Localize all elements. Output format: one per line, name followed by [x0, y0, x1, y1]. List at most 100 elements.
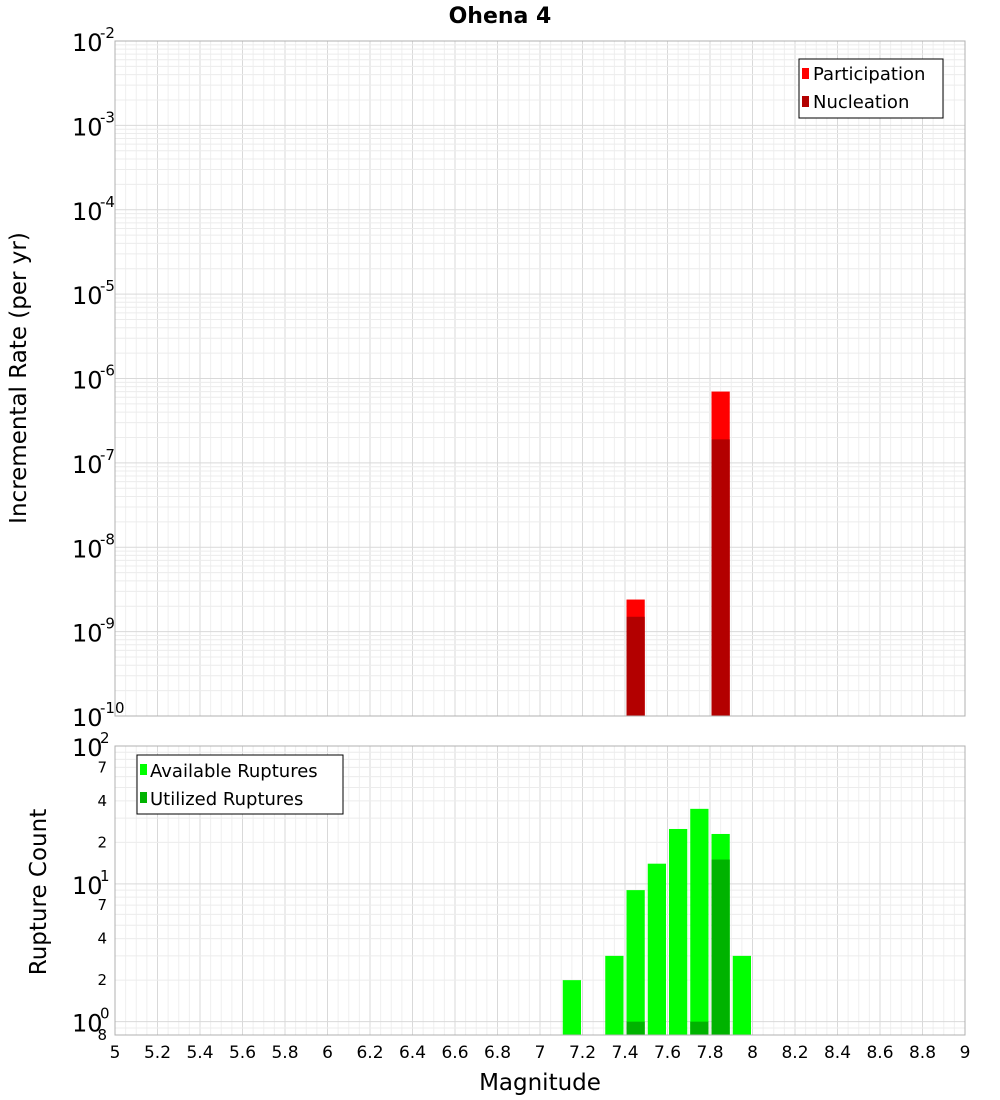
bottom-legend: Available Ruptures Utilized Ruptures: [136, 754, 344, 815]
x-tick-label: 7.8: [696, 1043, 723, 1063]
bottom-y-tick-label: 101: [72, 867, 110, 900]
x-tick-label: 7.6: [654, 1043, 681, 1063]
top-y-tick-label: 10-5: [72, 277, 115, 310]
y-tick-exponent: 2: [100, 729, 110, 747]
y-tick-exponent: 1: [100, 867, 110, 885]
x-tick-label: 7.4: [611, 1043, 638, 1063]
x-tick-label: 8: [747, 1043, 758, 1063]
y-tick-exponent: -3: [100, 108, 115, 126]
top-bars: [626, 391, 730, 716]
top-grid: [114, 40, 966, 717]
legend-swatch-participation: [802, 68, 809, 79]
bottom-plot-border: [114, 745, 966, 1036]
x-tick-label: 8.2: [781, 1043, 808, 1063]
x-tick-label: 6.4: [399, 1043, 426, 1063]
legend-label-utilized: Utilized Ruptures: [150, 789, 303, 810]
count-bar-s0-0: [562, 980, 581, 1035]
y-tick-base: 10: [72, 535, 103, 563]
chart-title: Ohena 4: [449, 4, 552, 29]
y-tick-exponent: -10: [100, 699, 125, 717]
x-tick-label: 9: [960, 1043, 971, 1063]
bottom-y-minor-tick-label: 2: [97, 833, 107, 851]
x-tick-label: 5.8: [271, 1043, 298, 1063]
top-y-tick-label: 10-3: [72, 108, 115, 141]
top-plot-border: [114, 40, 966, 717]
y-tick-base: 10: [72, 198, 103, 226]
top-y-axis-label: Incremental Rate (per yr): [6, 232, 32, 524]
legend-label-nucleation: Nucleation: [813, 92, 909, 113]
top-y-tick-label: 10-9: [72, 615, 115, 648]
bottom-y-minor-tick-label: 8: [97, 1026, 107, 1044]
x-tick-label: 6: [322, 1043, 333, 1063]
top-y-tick-label: 10-10: [72, 699, 125, 732]
count-bar-s0-3: [647, 863, 666, 1035]
y-tick-exponent: -5: [100, 277, 115, 295]
y-tick-base: 10: [72, 113, 103, 141]
x-tick-label: 8.4: [824, 1043, 851, 1063]
y-tick-base: 10: [72, 734, 103, 762]
top-y-tick-label: 10-6: [72, 362, 115, 395]
y-tick-exponent: -7: [100, 446, 115, 464]
x-tick-label: 5.2: [144, 1043, 171, 1063]
x-tick-label: 6.8: [484, 1043, 511, 1063]
bottom-y-axis-label: Rupture Count: [26, 809, 52, 975]
y-tick-exponent: -9: [100, 615, 115, 633]
top-y-tick-label: 10-8: [72, 530, 115, 563]
count-bar-s0-5: [690, 808, 709, 1035]
bottom-y-minor-tick-label: 2: [97, 971, 107, 989]
legend-swatch-nucleation: [802, 96, 809, 107]
x-tick-label: 5.4: [186, 1043, 213, 1063]
count-bar-s1-2: [711, 859, 730, 1035]
y-tick-base: 10: [72, 1010, 103, 1038]
x-axis-label: Magnitude: [479, 1070, 601, 1096]
y-tick-base: 10: [72, 872, 103, 900]
top-legend: Participation Nucleation: [798, 58, 944, 119]
legend-swatch-available: [140, 764, 147, 775]
bottom-legend-box: [136, 754, 344, 815]
y-tick-base: 10: [72, 282, 103, 310]
count-bar-s0-2: [626, 890, 645, 1035]
y-tick-exponent: -4: [100, 193, 115, 211]
rate-bar-s1-1: [711, 439, 730, 716]
y-tick-base: 10: [72, 451, 103, 479]
count-bar-s0-4: [669, 828, 688, 1035]
top-legend-box: [798, 58, 944, 119]
x-tick-label: 5: [110, 1043, 121, 1063]
bottom-bars: [562, 808, 751, 1035]
bottom-y-minor-tick-label: 4: [97, 930, 107, 948]
top-panel: 10-210-310-410-510-610-710-810-910-10 In…: [6, 24, 966, 732]
count-bar-s1-1: [690, 1021, 709, 1035]
bottom-y-tick-label: 102: [72, 729, 110, 762]
count-bar-s0-1: [605, 955, 624, 1035]
x-tick-label: 6.2: [356, 1043, 383, 1063]
y-tick-exponent: -6: [100, 362, 115, 380]
y-tick-exponent: 0: [100, 1005, 110, 1023]
top-y-tick-label: 10-7: [72, 446, 115, 479]
x-tick-label: 7: [535, 1043, 546, 1063]
legend-label-participation: Participation: [813, 64, 925, 85]
top-y-tick-label: 10-4: [72, 193, 115, 226]
y-tick-base: 10: [72, 29, 103, 57]
bottom-y-minor-tick-label: 4: [97, 792, 107, 810]
x-tick-label: 8.6: [866, 1043, 893, 1063]
y-tick-base: 10: [72, 620, 103, 648]
bottom-y-minor-tick-label: 7: [97, 758, 107, 776]
legend-swatch-utilized: [140, 792, 147, 803]
y-tick-exponent: -2: [100, 24, 115, 42]
y-tick-base: 10: [72, 367, 103, 395]
count-bar-s0-7: [732, 955, 751, 1035]
x-tick-label: 7.2: [569, 1043, 596, 1063]
x-tick-label: 8.8: [909, 1043, 936, 1063]
y-tick-base: 10: [72, 704, 103, 732]
x-tick-label: 5.6: [229, 1043, 256, 1063]
bottom-y-tick-label: 100: [72, 1005, 110, 1038]
x-ticks: 5 5.2 5.4 5.6 5.8 6 6.2 6.4 6.6 6.8 7 7.2 7.4 7.6 7.8 8…: [110, 1043, 971, 1063]
y-tick-exponent: -8: [100, 530, 115, 548]
top-y-tick-label: 10-2: [72, 24, 115, 57]
count-bar-s1-0: [626, 1021, 645, 1035]
x-tick-label: 6.6: [441, 1043, 468, 1063]
bottom-y-minor-tick-label: 7: [97, 896, 107, 914]
